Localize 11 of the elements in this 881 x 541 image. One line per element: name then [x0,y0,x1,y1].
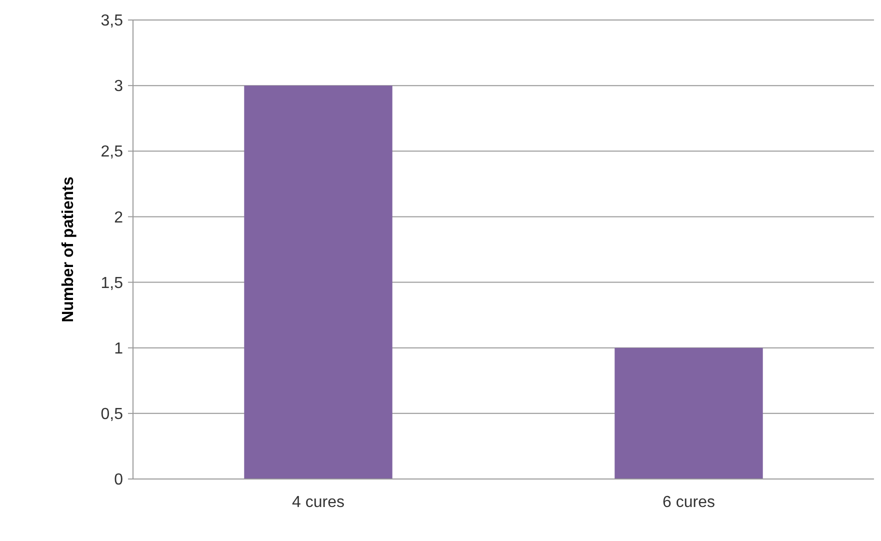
y-tick-label: 2,5 [100,144,124,161]
y-tick-label: 0 [114,472,124,489]
y-axis-title: Number of patients [60,176,77,322]
x-tick-label: 6 cures [662,494,715,511]
y-tick-label: 3 [114,78,124,96]
y-tick-label: 1,5 [100,274,124,292]
y-tick-label: 1 [114,340,124,358]
y-tick-label: 3,5 [100,12,124,30]
y-tick-label: 2 [114,209,124,226]
x-tick-label: 4 cures [292,494,344,511]
y-tick-label: 0,5 [100,406,124,424]
